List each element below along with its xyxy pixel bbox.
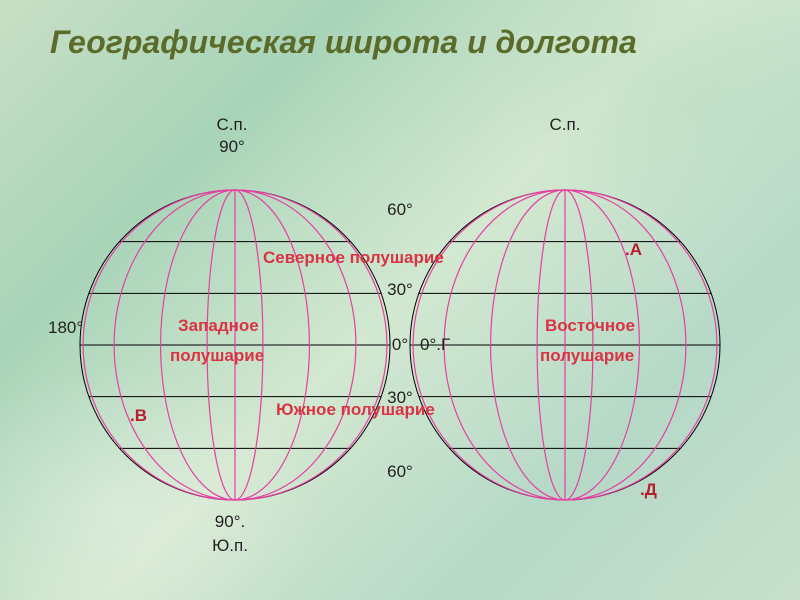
degree-label: 180° <box>48 318 83 338</box>
diagram-stage: С.п.90°С.п.60°30°0°30°60°90°.Ю.п.180°0°.… <box>0 100 800 580</box>
degree-label: 0°.Г <box>420 335 450 355</box>
red-label: Южное полушарие <box>276 400 435 420</box>
degree-label: 0° <box>392 335 408 355</box>
degree-label: С.п. <box>550 115 581 135</box>
degree-label: Ю.п. <box>212 536 248 556</box>
degree-label: 60° <box>387 462 413 482</box>
red-label: Восточное <box>545 316 635 336</box>
point-label: .В <box>130 406 147 426</box>
point-label: .Д <box>640 480 657 500</box>
red-label: Северное полушарие <box>263 248 444 268</box>
degree-label: 30° <box>387 280 413 300</box>
red-label: полушарие <box>170 346 264 366</box>
degree-label: 90° <box>219 137 245 157</box>
red-label: Западное <box>178 316 259 336</box>
red-label: полушарие <box>540 346 634 366</box>
degree-label: С.п. <box>217 115 248 135</box>
page-title: Географическая широта и долгота <box>50 24 637 61</box>
degree-label: 90°. <box>215 512 245 532</box>
point-label: .А <box>625 240 642 260</box>
degree-label: 60° <box>387 200 413 220</box>
